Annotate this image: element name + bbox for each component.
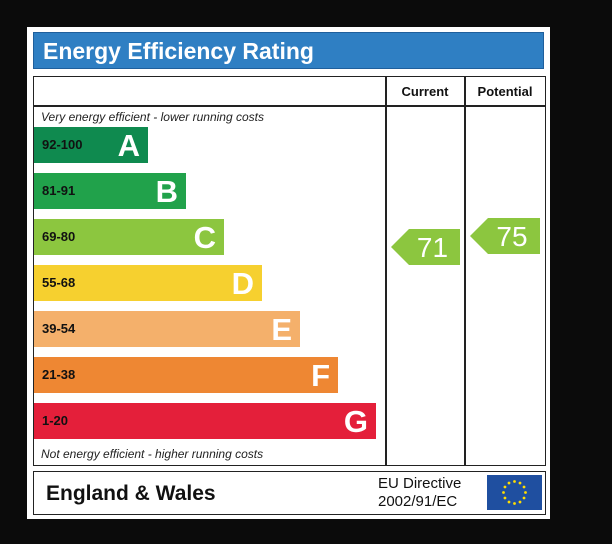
- band-d: 55-68 D: [34, 265, 262, 301]
- band-letter: D: [231, 266, 254, 301]
- band-e: 39-54 E: [34, 311, 300, 347]
- eu-star: [513, 502, 516, 505]
- current-score-arrow-value: 71: [417, 232, 448, 263]
- eu-star: [518, 481, 522, 485]
- title-bar: Energy Efficiency Rating: [33, 32, 544, 69]
- band-c: 69-80 C: [34, 219, 224, 255]
- eu-star: [507, 500, 511, 504]
- divider-current: [385, 76, 387, 466]
- footer: England & Wales EU Directive 2002/91/EC: [33, 471, 546, 515]
- band-letter: G: [343, 404, 368, 439]
- band-f: 21-38 F: [34, 357, 338, 393]
- eu-star: [518, 500, 522, 504]
- band-a: 92-100 A: [34, 127, 148, 163]
- note-not-efficient: Not energy efficient - higher running co…: [41, 447, 264, 461]
- column-header-potential: Potential: [477, 83, 533, 99]
- band-range-label: 21-38: [42, 367, 76, 382]
- directive-line-1: EU Directive: [378, 475, 462, 492]
- potential-score-arrow-value: 75: [496, 221, 527, 252]
- band-letter: E: [271, 312, 292, 347]
- column-header-current: Current: [401, 83, 449, 99]
- band-range-label: 55-68: [42, 275, 76, 290]
- band-letter: B: [155, 174, 178, 209]
- band-range-label: 92-100: [42, 137, 83, 152]
- note-very-efficient: Very energy efficient - lower running co…: [41, 110, 264, 124]
- band-letter: A: [117, 128, 140, 163]
- divider-potential: [464, 76, 466, 466]
- eu-flag-stars: [502, 480, 527, 505]
- directive-line-2: 2002/91/EC: [378, 493, 458, 510]
- region-label: England & Wales: [46, 482, 216, 505]
- eu-star: [507, 481, 511, 485]
- band-letter: C: [193, 220, 216, 255]
- header-divider: [33, 105, 546, 107]
- eu-star: [522, 496, 526, 500]
- energy-rating-panel: Energy Efficiency Rating Current Potenti…: [27, 27, 550, 519]
- eu-star: [513, 480, 516, 483]
- chart-title: Energy Efficiency Rating: [43, 38, 314, 64]
- band-range-label: 81-91: [42, 183, 76, 198]
- rating-frame: [33, 76, 546, 466]
- eu-star: [503, 485, 507, 489]
- eu-directive: EU Directive 2002/91/EC: [378, 475, 461, 511]
- current-score-arrow: 71: [391, 229, 460, 266]
- band-range-label: 39-54: [42, 321, 76, 336]
- band-range-label: 1-20: [42, 413, 69, 428]
- band-g: 1-20 G: [34, 403, 376, 439]
- eu-flag-icon: [487, 475, 542, 510]
- band-range-label: 69-80: [42, 229, 76, 244]
- potential-score-arrow-shape: [470, 217, 540, 254]
- current-score-arrow-shape: [391, 229, 460, 266]
- eu-star: [503, 496, 507, 500]
- eu-star: [524, 491, 527, 494]
- band-letter: F: [311, 358, 330, 393]
- potential-score-arrow: 75: [470, 217, 540, 254]
- band-b: 81-91 B: [34, 173, 186, 209]
- eu-star: [502, 491, 505, 494]
- eu-star: [522, 485, 526, 489]
